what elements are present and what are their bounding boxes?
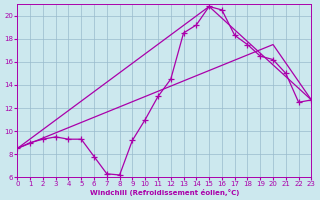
X-axis label: Windchill (Refroidissement éolien,°C): Windchill (Refroidissement éolien,°C) [90,189,239,196]
